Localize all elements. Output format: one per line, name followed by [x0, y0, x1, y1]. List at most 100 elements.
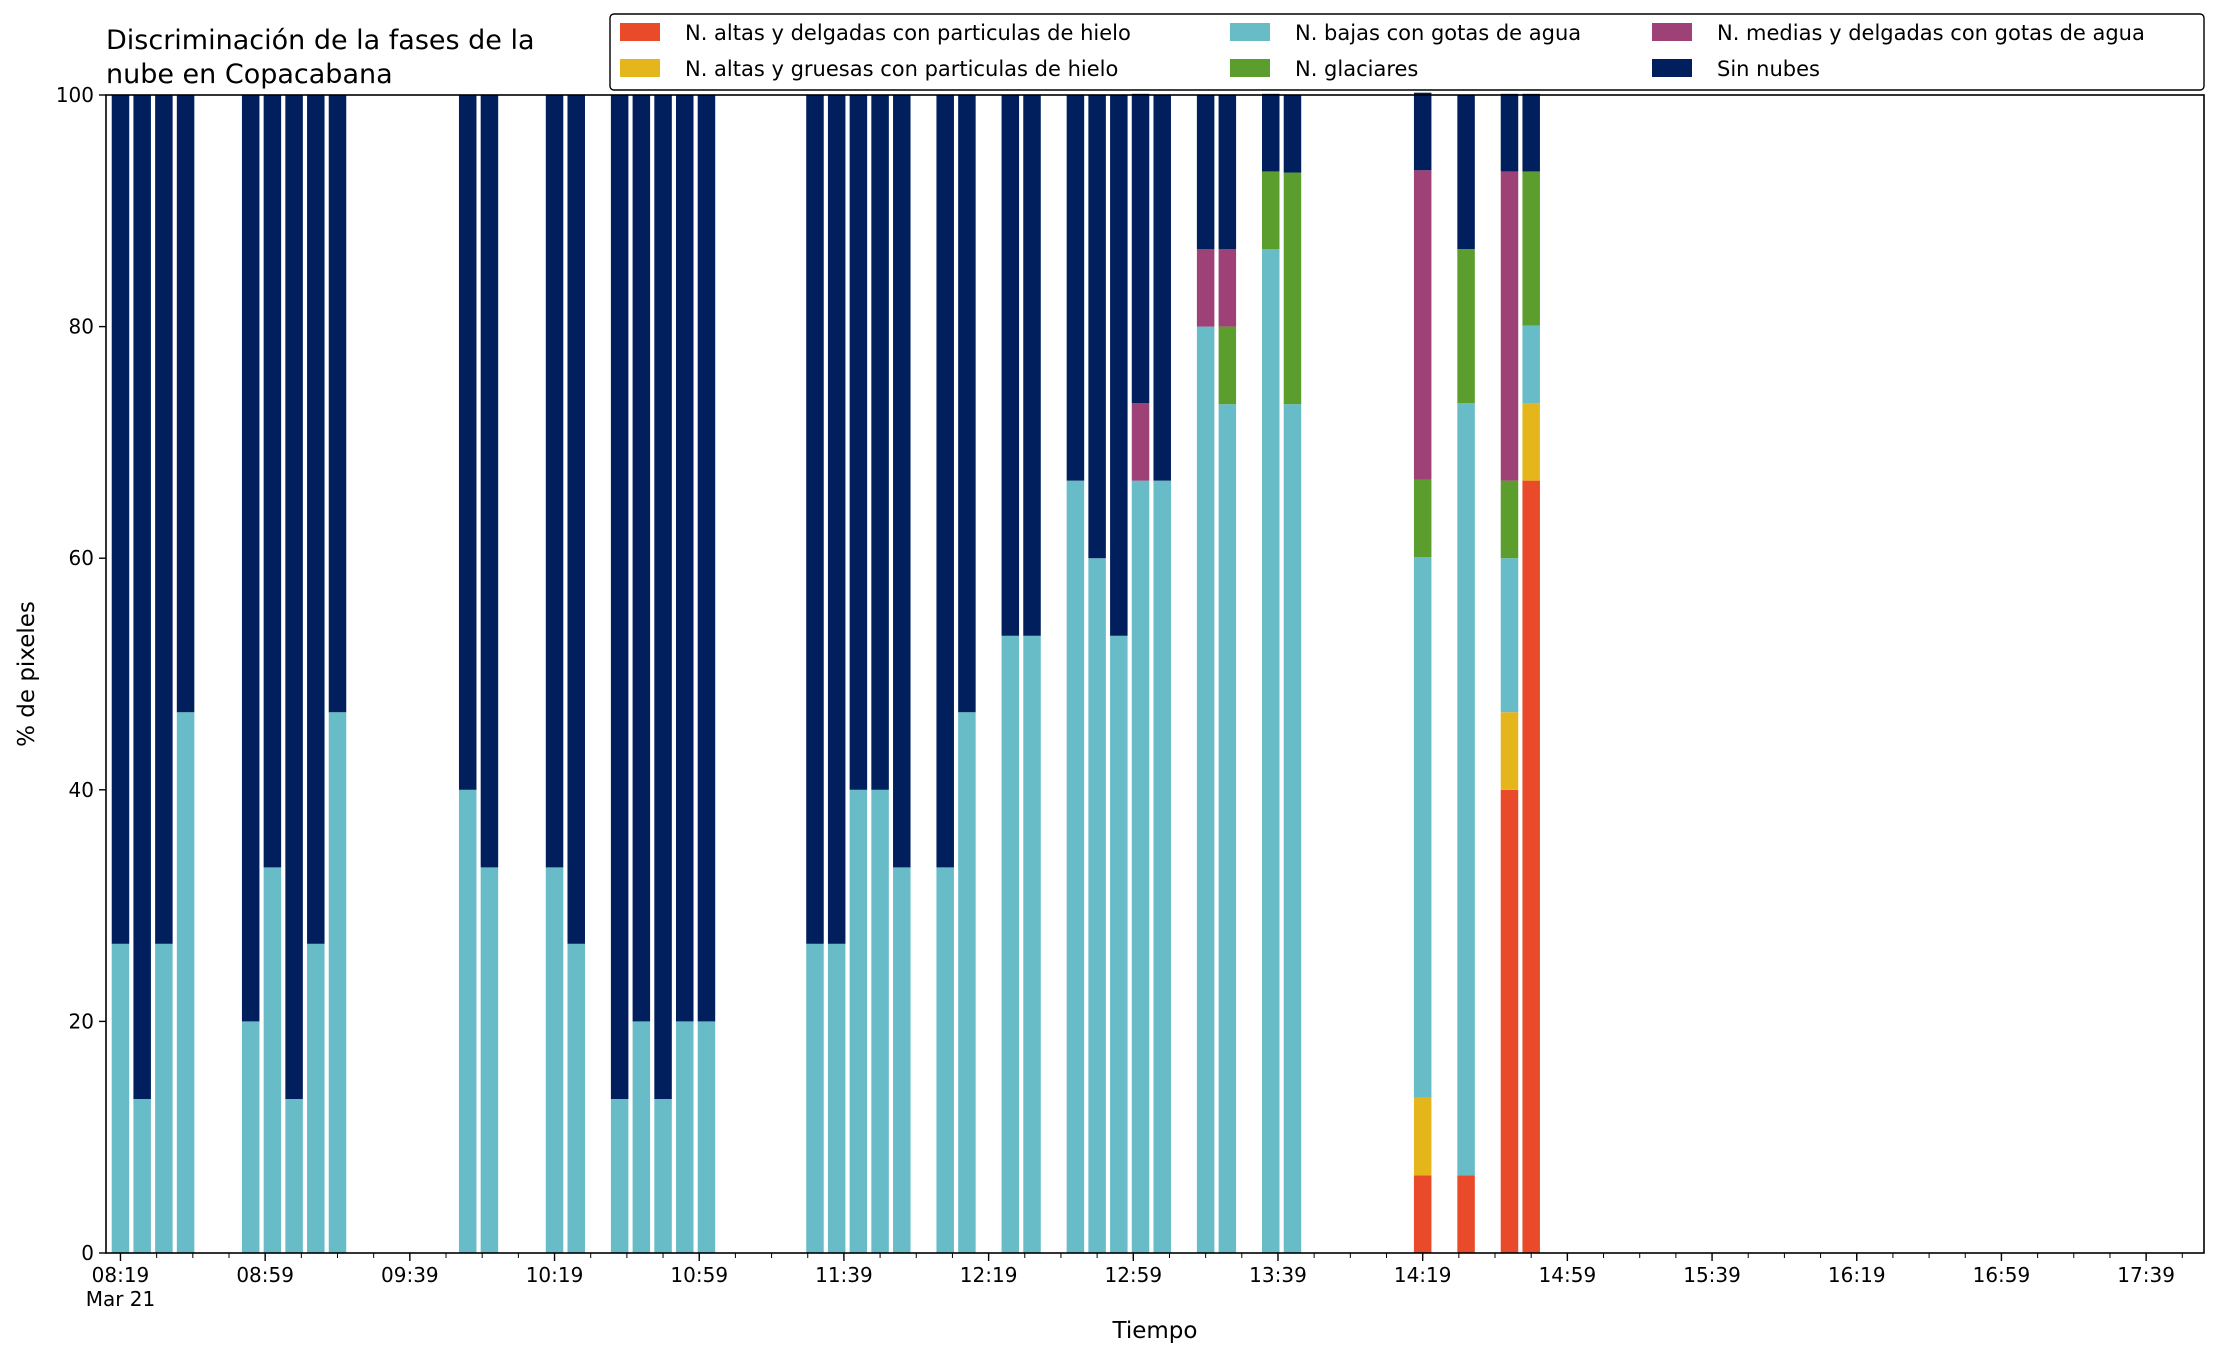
bar-segment-1419-s2 [1413, 557, 1432, 1098]
bar-segment-0819-s5 [111, 95, 130, 944]
bar-segment-1055-s2 [676, 1021, 694, 1253]
legend-entry: N. medias y delgadas con gotas de agua [1717, 21, 2145, 45]
bar-segment-1213-s5 [958, 95, 976, 713]
legend-items: N. altas y delgadas con particulas de hi… [620, 21, 2145, 81]
bar-segment-0913-s2 [307, 943, 325, 1253]
legend: N. altas y delgadas con particulas de hi… [609, 13, 2205, 91]
bar-segment-1419-s0 [1413, 1175, 1432, 1253]
bar-segment-0901-s2 [263, 867, 282, 1253]
bar-segment-0825-s2 [133, 1098, 151, 1253]
bar-segment-1137-s5 [827, 95, 846, 944]
y-tick-label: 40 [69, 778, 94, 802]
bar-segment-1449-s1 [1522, 403, 1540, 481]
bar-segment-0955-s2 [458, 789, 477, 1253]
bar-segment-1025-s2 [567, 943, 585, 1253]
bar-segment-1319-s5 [1196, 95, 1215, 250]
bar-segment-1443-s5 [1500, 93, 1519, 172]
bar-segment-1001-s5 [480, 95, 499, 868]
x-axis-label: Tiempo [1112, 1318, 1198, 1344]
bar-segment-1001-s2 [480, 867, 499, 1253]
bar-segment-1255-s2 [1110, 635, 1128, 1253]
bar-segment-1231-s5 [1023, 95, 1041, 636]
bar-segment-1255-s5 [1110, 95, 1128, 636]
x-tick-label: 15:39 [1683, 1263, 1741, 1287]
x-tick-label: 14:59 [1539, 1263, 1597, 1287]
y-tick-label: 60 [69, 546, 94, 570]
bar-segment-1149-s2 [871, 789, 889, 1253]
bar-segment-1301-s5 [1131, 93, 1150, 404]
y-tick-label: 0 [81, 1241, 94, 1265]
bar-segment-1213-s2 [958, 712, 976, 1253]
bar-segment-0919-s5 [328, 95, 347, 713]
bar-segment-1307-s2 [1153, 480, 1171, 1253]
bar-segment-0919-s2 [328, 712, 347, 1253]
bar-segment-1319-s2 [1196, 326, 1215, 1254]
bar-segment-1443-s3 [1500, 480, 1519, 559]
y-tick-label: 80 [69, 315, 94, 339]
bar-segment-1325-s4 [1218, 249, 1237, 327]
legend-swatch [1652, 23, 1692, 41]
bar-segment-1101-s5 [697, 95, 716, 1022]
x-tick-label: 08:19 [92, 1263, 150, 1287]
bar-segment-0825-s5 [133, 95, 151, 1099]
bar-segment-1131-s2 [806, 943, 824, 1253]
bar-segment-1301-s2 [1131, 480, 1150, 1253]
chart-title-line-1: Discriminación de la fases de la [106, 25, 535, 56]
legend-swatch [1652, 59, 1692, 77]
bar-segment-1419-s5 [1413, 92, 1432, 171]
bar-segment-1449-s2 [1522, 325, 1540, 404]
bar-segment-1325-s5 [1218, 95, 1237, 250]
plot-frame [105, 94, 2205, 1254]
bar-segment-1025-s5 [567, 95, 585, 944]
bar-segment-0913-s5 [307, 95, 325, 944]
bar-segment-0907-s2 [285, 1098, 303, 1253]
x-tick-label: 08:59 [236, 1263, 294, 1287]
bar-segment-1137-s2 [827, 943, 846, 1253]
bar-segment-1207-s2 [936, 867, 954, 1253]
bar-segment-1249-s2 [1088, 558, 1106, 1253]
bar-segment-0907-s5 [285, 95, 303, 1099]
bar-segment-1419-s1 [1413, 1097, 1432, 1176]
x-tick-label: 16:59 [1973, 1263, 2031, 1287]
legend-swatch [620, 59, 660, 77]
bar-segment-1037-s5 [610, 95, 629, 1099]
x-tick-label: 16:19 [1828, 1263, 1886, 1287]
bar-segment-1443-s2 [1500, 558, 1519, 713]
bar-segment-0837-s5 [176, 95, 195, 713]
legend-swatch [620, 23, 660, 41]
bar-segment-1337-s2 [1262, 249, 1280, 1253]
x-tick-label: 14:19 [1394, 1263, 1452, 1287]
x-tick-label: 17:39 [2117, 1263, 2175, 1287]
bar-segment-1155-s2 [893, 867, 911, 1253]
bar-segment-1049-s2 [654, 1098, 672, 1253]
bar-segment-0955-s5 [458, 95, 477, 790]
bar-segment-1443-s4 [1500, 171, 1519, 481]
bar-segment-1225-s2 [1001, 635, 1020, 1253]
bar-segment-1225-s5 [1001, 95, 1020, 636]
bar-segment-0855-s2 [241, 1021, 260, 1253]
bar-segment-0855-s5 [241, 95, 260, 1022]
bar-segment-1301-s4 [1131, 403, 1150, 481]
bar-segment-0901-s5 [263, 95, 282, 868]
bar-segment-1431-s0 [1457, 1175, 1475, 1253]
y-tick-label: 20 [69, 1009, 94, 1033]
bar-segment-1143-s5 [849, 95, 868, 790]
bar-segment-1231-s2 [1023, 635, 1041, 1253]
x-tick-label: 13:39 [1249, 1263, 1307, 1287]
legend-entry: N. glaciares [1295, 57, 1418, 81]
bar-segment-1207-s5 [936, 95, 954, 868]
bar-segment-1243-s5 [1066, 95, 1085, 481]
bar-segment-1343-s3 [1283, 172, 1302, 405]
legend-entry: N. altas y delgadas con particulas de hi… [685, 21, 1131, 45]
bar-segment-1019-s5 [545, 95, 564, 868]
bar-segment-1043-s2 [632, 1021, 651, 1253]
y-tick-label: 100 [56, 83, 94, 107]
bar-segment-1155-s5 [893, 95, 911, 868]
bar-segment-1419-s3 [1413, 479, 1432, 558]
bar-segment-1049-s5 [654, 95, 672, 1099]
x-tick-label: 11:39 [815, 1263, 873, 1287]
bar-segment-1431-s3 [1457, 249, 1475, 404]
bar-segment-1343-s2 [1283, 404, 1302, 1253]
